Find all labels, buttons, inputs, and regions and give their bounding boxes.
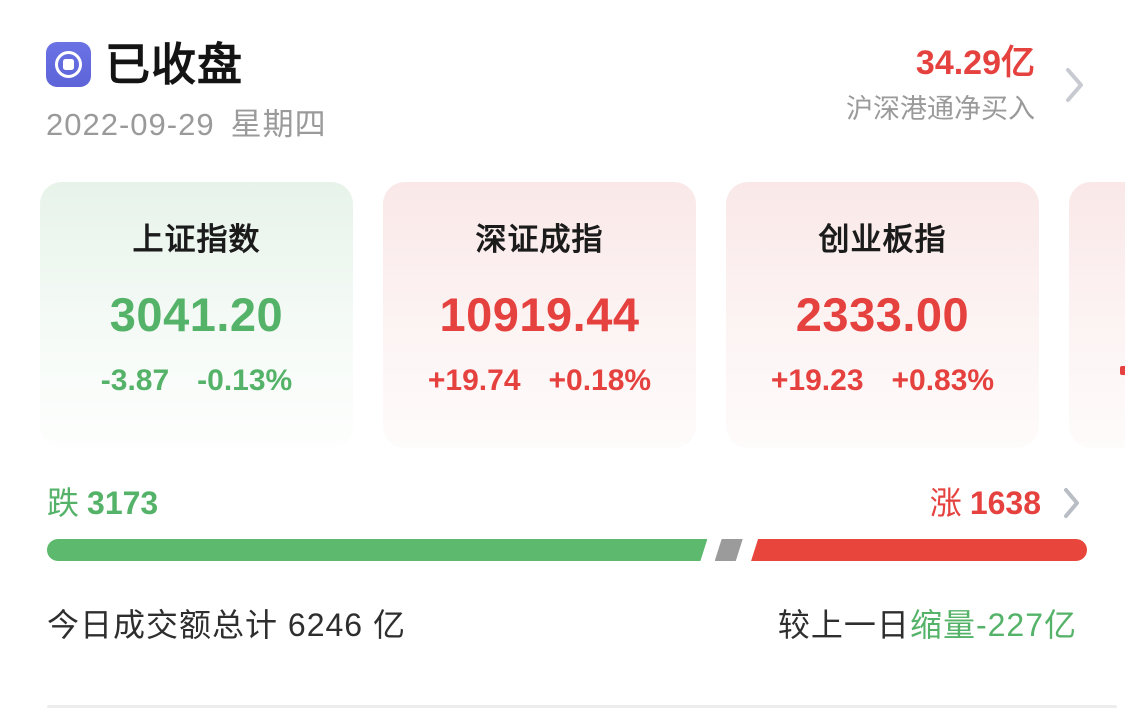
breadth-bar-up [751, 539, 1087, 561]
index-value: 10919.44 [439, 288, 640, 341]
market-closed-icon [46, 42, 91, 87]
index-name: 创业板指 [818, 222, 947, 257]
index-cards-row: 上证指数 3041.20 -3.87 -0.13% 深证成指 10919.44 … [40, 182, 1125, 448]
date-value: 2022-09-29 [46, 107, 215, 142]
index-change-pct: -0.13% [197, 364, 293, 397]
index-value: 2333.00 [795, 288, 970, 341]
breadth-bar-flat [715, 539, 743, 561]
northbound-label: 沪深港通净买入 [846, 94, 1035, 124]
weekday-value: 星期四 [230, 107, 327, 142]
icon-ring [55, 51, 82, 78]
section-divider [47, 705, 1117, 708]
trade-date: 2022-09-29 星期四 [46, 109, 327, 140]
chevron-right-icon [1066, 67, 1083, 102]
chevron-right-icon [1064, 488, 1079, 518]
vs-prev-label: 较上一日 [777, 607, 910, 643]
index-change-pct: +0.83% [891, 364, 995, 397]
northbound-flow-link[interactable]: 34.29亿 沪深港通净买入 [846, 46, 1085, 123]
turnover-vs-prev: 较上一日缩量-227亿 [778, 606, 1077, 644]
index-change-pct: +0.18% [548, 364, 652, 397]
index-value: 3041.20 [109, 288, 284, 341]
index-change: -3.87 [100, 364, 170, 397]
clipped-text-fragment [1120, 366, 1125, 375]
index-change: +19.74 [427, 364, 521, 397]
market-status-title: 已收盘 [105, 39, 244, 90]
index-card-chinext[interactable]: 创业板指 2333.00 +19.23 +0.83% [726, 182, 1039, 448]
market-breadth-link[interactable]: 跌 3173 涨 1638 [47, 487, 1080, 519]
vs-prev-highlight: 缩量-227亿 [909, 607, 1077, 643]
decliners-label: 跌 [47, 485, 80, 521]
advancers: 涨 1638 [930, 487, 1041, 519]
index-card-shenzhen[interactable]: 深证成指 10919.44 +19.74 +0.18% [383, 182, 696, 448]
index-change: +19.23 [770, 364, 864, 397]
icon-square [63, 59, 74, 70]
turnover-today: 今日成交额总计 6246 亿 [47, 607, 406, 643]
index-card-shanghai[interactable]: 上证指数 3041.20 -3.87 -0.13% [40, 182, 353, 448]
index-name: 上证指数 [132, 222, 261, 257]
index-card-partial[interactable] [1069, 182, 1125, 448]
advancers-label: 涨 [929, 485, 962, 521]
breadth-bar-down [47, 539, 707, 561]
index-name: 深证成指 [475, 222, 604, 257]
decliners: 跌 3173 [47, 487, 158, 519]
decliners-count: 3173 [87, 485, 159, 521]
breadth-bar [47, 539, 1087, 561]
northbound-value: 34.29亿 [915, 44, 1035, 82]
advancers-count: 1638 [969, 485, 1041, 521]
header-left: 已收盘 2022-09-29 星期四 [46, 42, 327, 140]
